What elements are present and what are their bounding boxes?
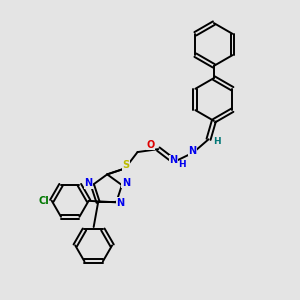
Text: S: S <box>122 160 130 170</box>
Text: N: N <box>188 146 196 156</box>
Text: N: N <box>169 155 178 165</box>
Text: N: N <box>84 178 92 188</box>
Text: Cl: Cl <box>38 196 49 206</box>
Text: N: N <box>122 178 130 188</box>
Text: H: H <box>178 160 185 169</box>
Text: N: N <box>116 198 124 208</box>
Text: H: H <box>213 137 221 146</box>
Text: O: O <box>146 140 154 150</box>
